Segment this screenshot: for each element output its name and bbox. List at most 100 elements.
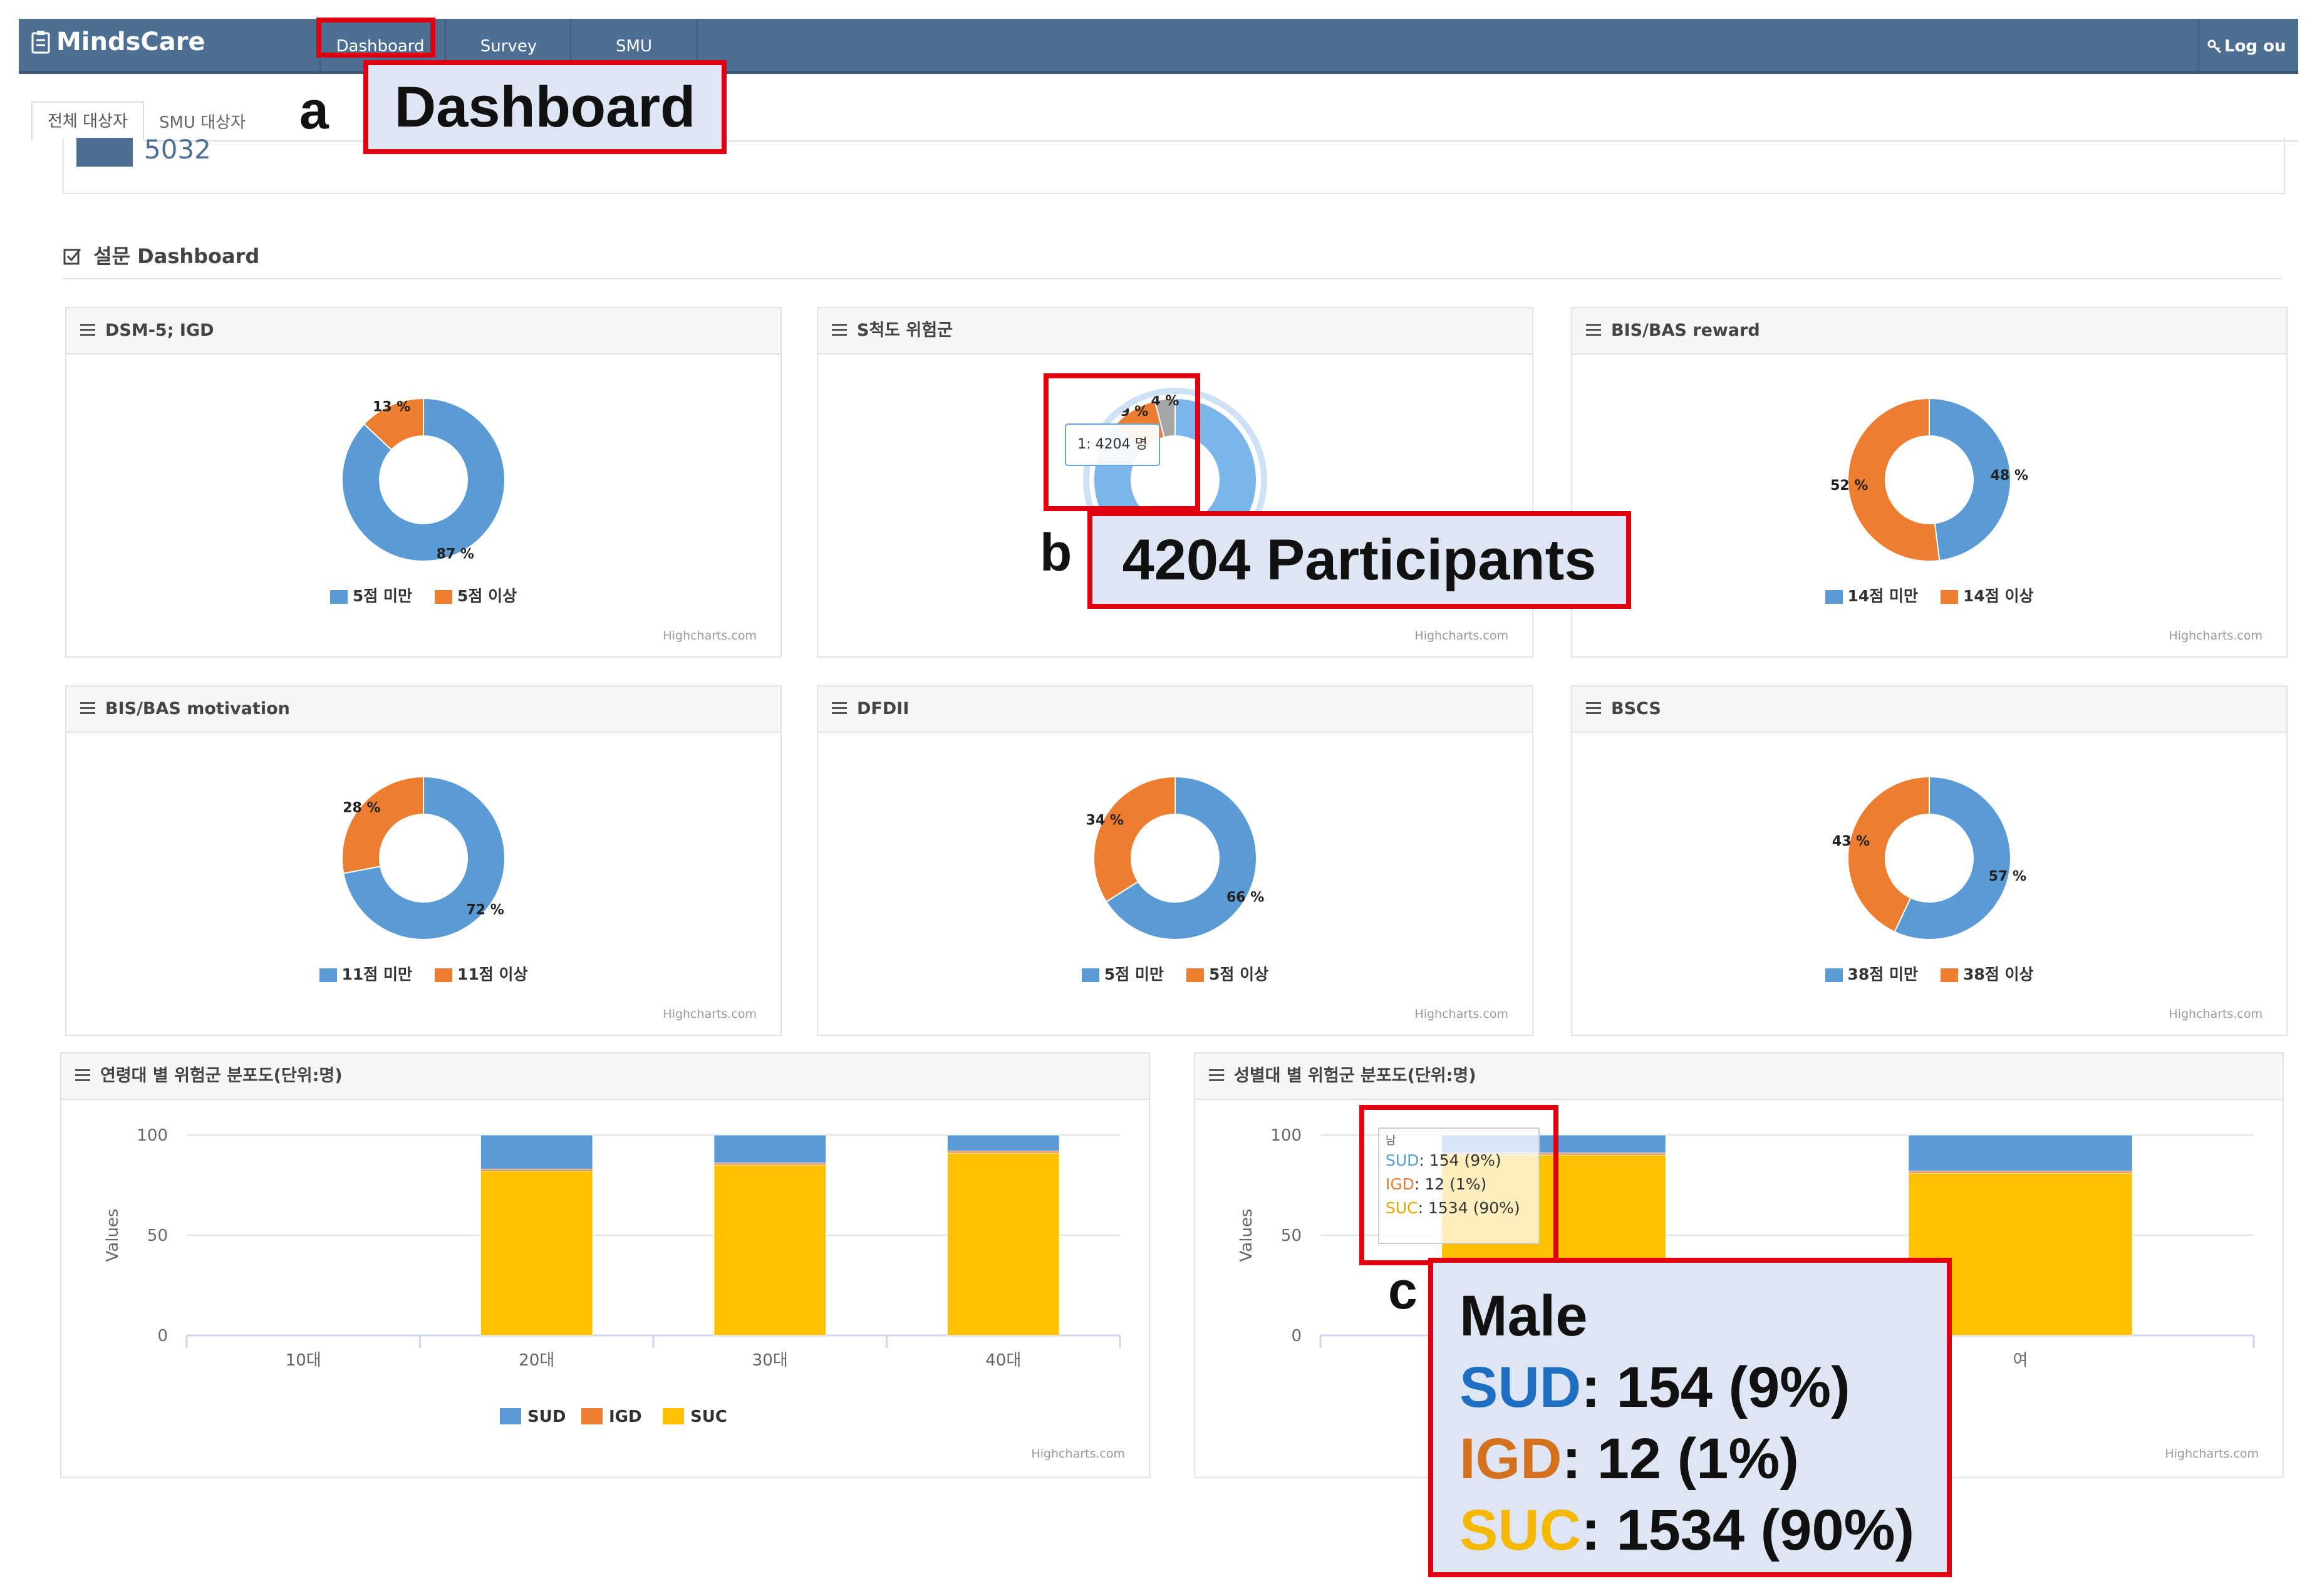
users-icon xyxy=(76,138,133,167)
x-tick-label: 20대 xyxy=(519,1351,554,1370)
legend-item[interactable]: 14점 미만 xyxy=(1825,584,1918,606)
legend-item[interactable]: 5점 미만 xyxy=(1081,962,1164,985)
donut-slice[interactable] xyxy=(343,775,505,940)
bar-segment-suc[interactable] xyxy=(946,1153,1060,1336)
chart-credit[interactable]: Highcharts.com xyxy=(663,1007,757,1021)
tab-all-participants[interactable]: 전체 대상자 xyxy=(31,101,144,142)
donut-slice-label: 52 % xyxy=(1830,478,1868,494)
age-risk-panel-header: 연령대 별 위험군 분포도(단위:명) xyxy=(61,1054,1149,1100)
y-axis-label: Values xyxy=(1237,1209,1256,1262)
annotation-c-sud-name: SUD xyxy=(1459,1355,1582,1419)
logout-button[interactable]: Log ou xyxy=(2198,19,2298,74)
legend-item[interactable]: 5점 이상 xyxy=(1186,962,1268,985)
tooltip-header: 남 xyxy=(1386,1134,1396,1148)
bar-segment-suc[interactable] xyxy=(713,1164,827,1336)
annotation-c-title: Male xyxy=(1459,1284,1588,1348)
x-tick-label: 40대 xyxy=(985,1351,1021,1370)
legend-label[interactable]: IGD xyxy=(609,1407,642,1426)
total-count-box: 5032 xyxy=(63,134,2285,194)
legend-item[interactable]: 38점 미만 xyxy=(1825,962,1918,985)
chart-credit[interactable]: Highcharts.com xyxy=(2169,1007,2263,1021)
donut-slice[interactable] xyxy=(363,397,424,451)
menu-icon[interactable] xyxy=(80,324,95,336)
app-brand[interactable]: MindsCare xyxy=(31,28,205,56)
donut-slice[interactable] xyxy=(341,775,424,874)
y-tick-label: 50 xyxy=(147,1226,168,1245)
bar-segment-sud[interactable] xyxy=(713,1134,827,1164)
annotation-a-highlight xyxy=(316,18,435,58)
legend-label[interactable]: SUD xyxy=(527,1407,566,1426)
menu-icon[interactable] xyxy=(75,1069,90,1082)
legend-item[interactable]: 14점 이상 xyxy=(1941,584,2034,606)
legend-item[interactable]: 5점 이상 xyxy=(435,584,517,606)
nav-smu[interactable]: SMU xyxy=(570,19,698,74)
legend-swatch xyxy=(1825,590,1843,604)
legend-swatch[interactable] xyxy=(663,1408,684,1424)
legend-swatch xyxy=(1186,968,1204,982)
menu-icon[interactable] xyxy=(832,324,847,336)
donut-slice-label: 48 % xyxy=(1991,468,2028,484)
nav-survey[interactable]: Survey xyxy=(445,19,571,74)
legend-item[interactable]: 11점 이상 xyxy=(435,962,528,985)
legend-swatch[interactable] xyxy=(581,1408,603,1424)
bar-segment-sud[interactable] xyxy=(1908,1134,2133,1172)
age-risk-chart: 0 50 100 Values 10대 20대 30대 40대 SUD IGD SUC xyxy=(103,1126,1121,1426)
chart-credit[interactable]: Highcharts.com xyxy=(2169,629,2263,643)
donut-slice[interactable] xyxy=(1894,775,2011,940)
donut-slice[interactable] xyxy=(1847,775,1930,933)
menu-icon[interactable] xyxy=(1209,1069,1224,1082)
legend-item[interactable]: 5점 미만 xyxy=(329,584,412,606)
donut-panel: DSM-5; IGD 87 % 13 % 5점 미만 5점 이상 Highcharts.c… xyxy=(65,307,782,658)
chart-credit[interactable]: Highcharts.com xyxy=(1414,629,1508,643)
donut-slice[interactable] xyxy=(341,397,505,562)
chart-credit[interactable]: Highcharts.com xyxy=(1031,1447,1125,1461)
bar-segment-suc[interactable] xyxy=(480,1171,593,1336)
tooltip-row-suc: SUC: 1534 (90%) xyxy=(1386,1199,1520,1217)
legend-label: 11점 이상 xyxy=(457,965,528,983)
legend-swatch xyxy=(1941,968,1958,982)
annotation-c-label: Male SUD: 154 (9%) IGD: 12 (1%) SUC: 153… xyxy=(1428,1258,1952,1577)
legend-item[interactable]: 11점 미만 xyxy=(319,962,413,985)
key-icon xyxy=(2207,39,2222,54)
annotation-c-igd-value: : 12 (1%) xyxy=(1562,1427,1799,1491)
bar-segment-sud[interactable] xyxy=(946,1134,1060,1152)
donut-slice-label: 43 % xyxy=(1832,834,1870,849)
annotation-b-label: 4204 Participants xyxy=(1087,511,1631,609)
menu-icon[interactable] xyxy=(832,702,847,715)
legend-item[interactable]: 38점 이상 xyxy=(1941,962,2034,985)
annotation-a-label: Dashboard xyxy=(363,60,727,154)
chart-credit[interactable]: Highcharts.com xyxy=(2165,1447,2259,1461)
donut-slice-label: 34 % xyxy=(1086,812,1124,828)
legend-swatch[interactable] xyxy=(500,1408,521,1424)
donut-panel-title: BIS/BAS reward xyxy=(1611,321,1760,340)
annotation-c-letter: c xyxy=(1388,1261,1418,1320)
y-tick-label: 50 xyxy=(1281,1226,1302,1245)
tooltip-row-igd: IGD: 12 (1%) xyxy=(1386,1175,1487,1193)
legend-swatch xyxy=(1941,590,1958,604)
donut-slice[interactable] xyxy=(1929,397,2011,562)
donut-legend: 14점 미만 14점 이상 xyxy=(1572,584,2286,606)
annotation-c-igd-name: IGD xyxy=(1459,1427,1562,1491)
donut-slice[interactable] xyxy=(1105,775,1257,940)
legend-label[interactable]: SUC xyxy=(690,1407,727,1426)
chart-credit[interactable]: Highcharts.com xyxy=(1414,1007,1508,1021)
donut-slice[interactable] xyxy=(1093,775,1176,903)
donut-slice-label: 66 % xyxy=(1226,890,1264,906)
donut-panel-title: BIS/BAS motivation xyxy=(105,699,290,718)
menu-icon[interactable] xyxy=(1586,324,1601,336)
x-tick-label: 여 xyxy=(2013,1351,2028,1370)
donut-slice[interactable] xyxy=(1154,397,1176,438)
chart-credit[interactable]: Highcharts.com xyxy=(663,629,757,643)
legend-label: 11점 미만 xyxy=(341,965,413,983)
menu-icon[interactable] xyxy=(1586,702,1601,715)
menu-icon[interactable] xyxy=(80,702,95,715)
donut-panel-title: DFDII xyxy=(857,699,910,718)
legend-label: 5점 미만 xyxy=(352,587,412,605)
donut-panel-header: S척도 위험군 xyxy=(818,308,1532,355)
y-tick-label: 0 xyxy=(1291,1327,1302,1345)
donut-legend: 11점 미만 11점 이상 xyxy=(66,962,780,985)
tab-smu-participants[interactable]: SMU 대상자 xyxy=(144,104,261,142)
donut-slice[interactable] xyxy=(1847,397,1941,562)
bar-segment-sud[interactable] xyxy=(480,1134,593,1169)
logout-label: Log ou xyxy=(2224,37,2286,56)
